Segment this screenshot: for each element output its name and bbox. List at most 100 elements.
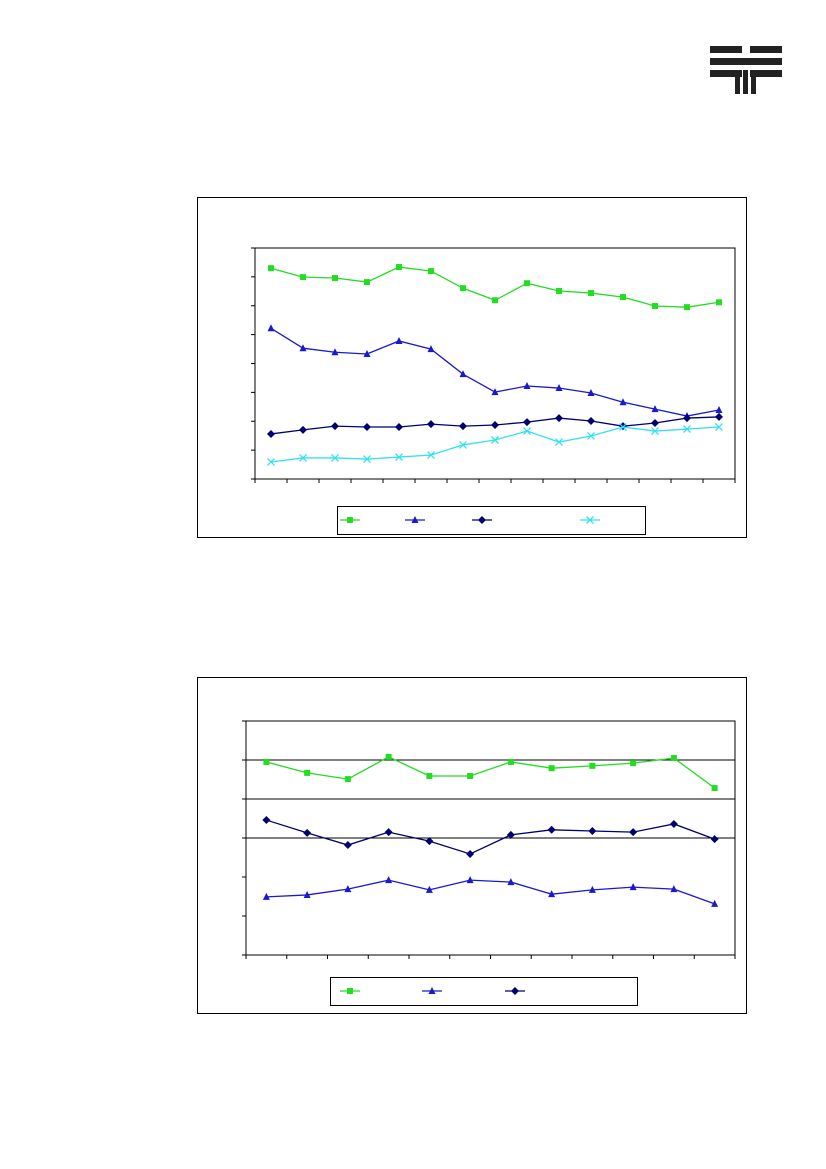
point <box>684 304 690 311</box>
point <box>507 758 514 765</box>
series-line <box>270 426 720 463</box>
point <box>619 398 627 406</box>
point <box>395 423 403 432</box>
point <box>428 268 434 275</box>
point <box>478 516 486 524</box>
point <box>511 987 519 995</box>
point <box>715 423 723 431</box>
point <box>363 423 371 432</box>
point <box>303 890 311 898</box>
point <box>344 776 351 783</box>
point <box>652 303 658 310</box>
point <box>506 830 515 839</box>
point <box>299 425 307 434</box>
point <box>427 451 435 459</box>
point <box>587 432 595 440</box>
point <box>548 890 556 898</box>
point <box>555 414 563 423</box>
series-line <box>266 819 715 855</box>
point <box>630 760 637 767</box>
chart-frame <box>197 197 747 538</box>
legend <box>337 506 646 535</box>
point <box>491 388 499 396</box>
point <box>466 876 474 884</box>
point <box>459 440 467 449</box>
point <box>267 429 275 438</box>
point <box>523 427 531 436</box>
point <box>467 772 474 779</box>
point <box>589 762 596 769</box>
point <box>588 826 597 835</box>
point <box>556 288 562 295</box>
point <box>460 285 466 292</box>
point <box>347 988 353 994</box>
point <box>411 516 419 523</box>
point <box>427 345 435 353</box>
point <box>523 382 531 390</box>
point <box>267 458 275 466</box>
point <box>332 275 338 282</box>
point <box>384 828 393 837</box>
point <box>385 753 392 760</box>
point <box>304 769 311 776</box>
point <box>364 279 370 286</box>
point <box>651 405 659 413</box>
point <box>459 370 467 378</box>
point <box>363 349 371 357</box>
point <box>651 427 659 436</box>
chart-frame <box>197 677 747 1014</box>
point <box>385 876 393 884</box>
point <box>425 885 433 893</box>
legend <box>330 977 638 1006</box>
point <box>363 455 371 464</box>
point <box>669 819 678 828</box>
point <box>466 849 475 858</box>
point <box>523 418 531 427</box>
point <box>492 297 498 304</box>
point <box>629 883 637 891</box>
point <box>425 837 434 846</box>
point <box>267 324 275 332</box>
point <box>331 348 339 356</box>
series-line <box>270 327 720 417</box>
point <box>395 453 403 462</box>
point <box>344 885 352 893</box>
point <box>262 892 270 900</box>
point <box>629 828 638 837</box>
point <box>524 280 530 287</box>
point <box>586 516 594 524</box>
point <box>620 294 626 301</box>
point <box>555 384 563 392</box>
point <box>683 414 691 423</box>
point <box>303 828 312 837</box>
plot-area <box>254 247 736 480</box>
point <box>555 438 563 446</box>
point <box>262 816 271 825</box>
point <box>507 878 515 886</box>
point <box>491 421 499 430</box>
point <box>715 412 723 421</box>
point <box>670 885 678 893</box>
point <box>588 290 594 297</box>
point <box>331 453 339 462</box>
point <box>710 835 719 844</box>
point <box>263 758 270 765</box>
point <box>548 765 555 772</box>
point <box>395 336 403 344</box>
point <box>587 388 595 396</box>
point <box>651 418 659 427</box>
point <box>299 344 307 352</box>
point <box>547 825 556 834</box>
point <box>343 841 352 850</box>
point <box>588 885 596 893</box>
series-line <box>266 879 715 905</box>
point <box>670 755 677 762</box>
point <box>428 987 436 994</box>
logo <box>710 46 782 94</box>
point <box>268 265 274 272</box>
point <box>711 785 718 792</box>
point <box>459 422 467 431</box>
point <box>299 453 307 462</box>
point <box>683 425 691 434</box>
